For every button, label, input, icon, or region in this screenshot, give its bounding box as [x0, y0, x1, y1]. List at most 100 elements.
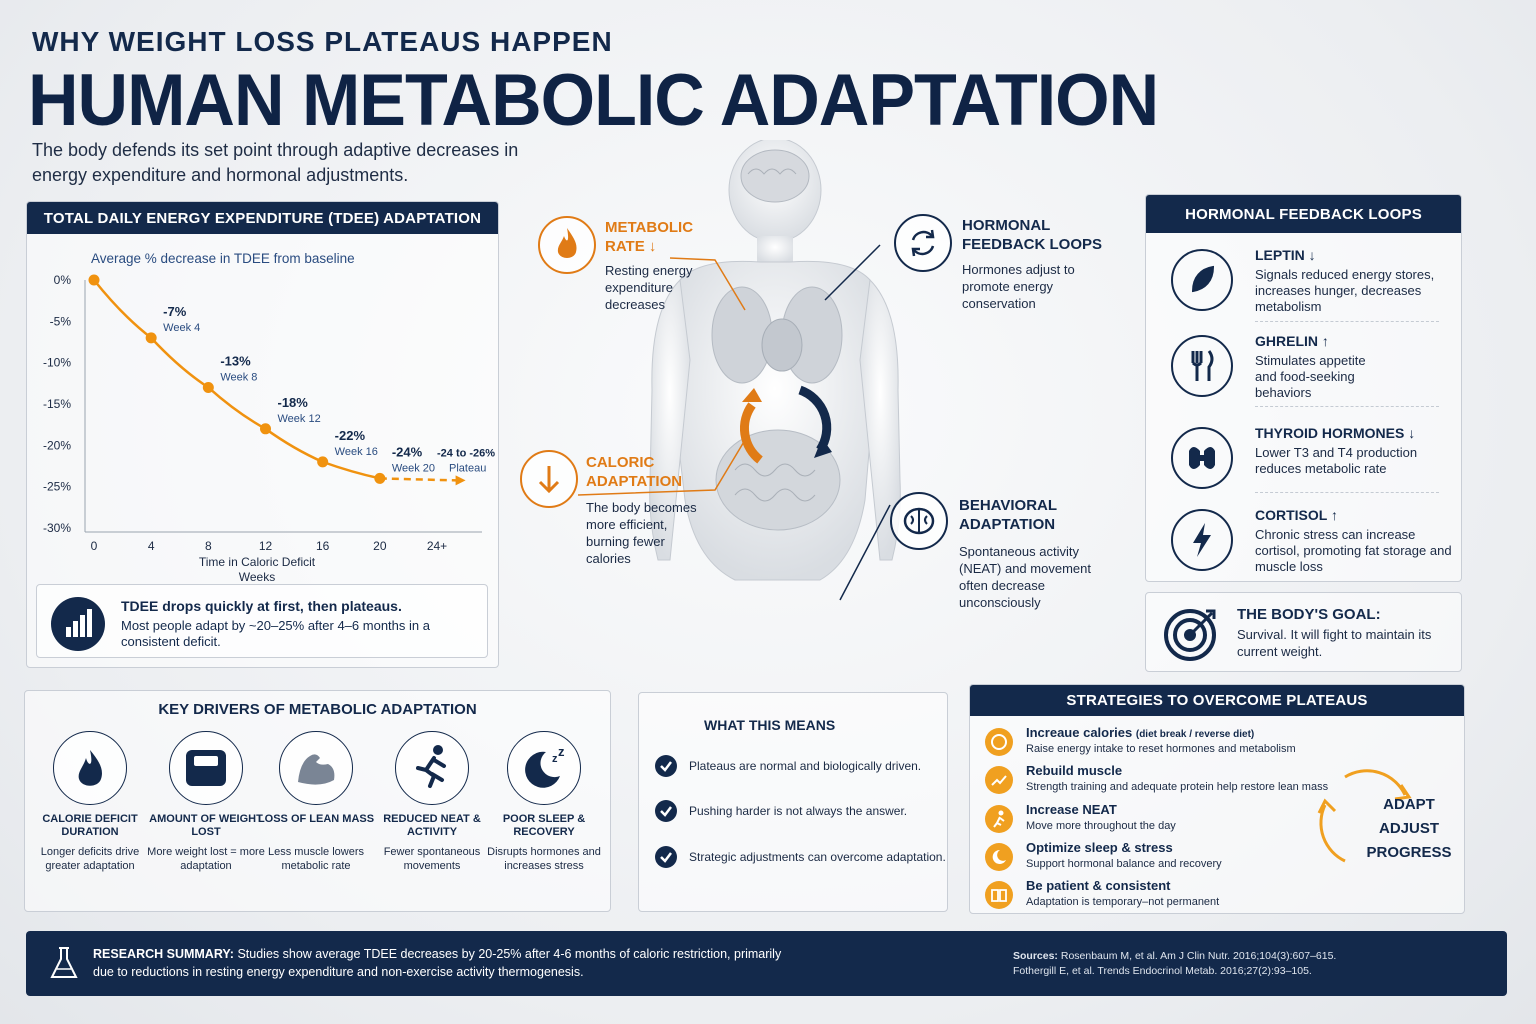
- hormone-leptin: LEPTIN ↓ Signals reduced energy stores, …: [1146, 239, 1461, 325]
- data-week-label: Week 16: [335, 446, 378, 458]
- scale-icon: [169, 731, 243, 805]
- data-week-label: Week 8: [220, 371, 257, 383]
- hormone-thyroid: THYROID HORMONES ↓ Lower T3 and T4 produ…: [1146, 417, 1461, 503]
- means-item: Pushing harder is not always the answer.: [655, 800, 907, 822]
- means-heading: WHAT THIS MEANS: [704, 717, 836, 733]
- research-summary: RESEARCH SUMMARY: Studies show average T…: [93, 947, 782, 979]
- x-tick-label: 16: [316, 539, 330, 553]
- walker-icon: [985, 805, 1013, 833]
- strategies-heading: STRATEGIES TO OVERCOME PLATEAUS: [970, 685, 1464, 716]
- hormonal-loops-title: HORMONAL FEEDBACK LOOPS: [962, 217, 1103, 253]
- x-axis-label: Time in Caloric Deficit: [199, 555, 316, 569]
- driver-desc: Less muscle lowers metabolic rate: [268, 846, 364, 872]
- leaf-icon: [1171, 249, 1233, 311]
- means-item: Plateaus are normal and biologically dri…: [655, 755, 921, 777]
- chart-title: Average % decrease in TDEE from baseline: [91, 251, 355, 266]
- strategy-item: Be patient & consistent Adaptation is te…: [985, 878, 1325, 916]
- hormone-name: CORTISOL ↑: [1255, 507, 1338, 523]
- strategy-name: Rebuild muscle: [1026, 763, 1123, 778]
- x-axis-label-units: Weeks: [239, 570, 275, 584]
- data-label: -22%: [335, 428, 366, 443]
- plateau-line: [379, 477, 458, 482]
- chart-up-icon: [985, 766, 1013, 794]
- plateau-label: -24 to -26%: [437, 447, 495, 459]
- hormonal-panel: HORMONAL FEEDBACK LOOPS LEPTIN ↓ Signals…: [1145, 194, 1462, 582]
- goal-title: THE BODY'S GOAL:: [1237, 606, 1381, 623]
- strategy-desc: Strength training and adequate protein h…: [1026, 781, 1329, 793]
- y-tick-label: -30%: [43, 521, 71, 535]
- driver-name: LOSS OF LEAN MASS: [257, 813, 375, 825]
- x-tick-label: 24+: [427, 539, 447, 553]
- strategy-desc: Raise energy intake to reset hormones an…: [1026, 743, 1296, 755]
- driver-desc: More weight lost = more adaptation: [147, 846, 265, 872]
- driver-desc: Disrupts hormones and increases stress: [487, 846, 601, 872]
- metabolic-rate-desc: Resting energy expenditure decreases: [605, 263, 693, 312]
- plateau-arrow-icon: [455, 475, 466, 486]
- refresh-cycle-icon: [894, 214, 952, 272]
- data-label: -13%: [220, 353, 251, 368]
- tdee-note-title: TDEE drops quickly at first, then platea…: [121, 598, 402, 614]
- data-label: -7%: [163, 304, 187, 319]
- behavioral-title: BEHAVIORAL ADAPTATION: [959, 497, 1058, 533]
- strategy-name: Optimize sleep & stress: [1026, 840, 1173, 855]
- flame-icon: [538, 216, 596, 274]
- strategy-item: Rebuild muscle Strength training and ade…: [985, 763, 1329, 801]
- driver-item: LOSS OF LEAN MASS Less muscle lowers met…: [257, 731, 375, 873]
- strategies-panel: STRATEGIES TO OVERCOME PLATEAUS Increaue…: [969, 684, 1465, 914]
- driver-item: CALORIE DEFICIT DURATION Longer deficits…: [31, 731, 149, 873]
- y-tick-label: -5%: [50, 314, 72, 328]
- y-tick-label: -10%: [43, 356, 71, 370]
- data-point: [88, 274, 100, 286]
- lightning-icon: [1171, 509, 1233, 571]
- data-point: [145, 332, 157, 344]
- driver-desc: Fewer spontaneous movements: [383, 846, 481, 872]
- strategy-name: Increaue calories (diet break / reverse …: [1026, 725, 1255, 740]
- check-icon: [655, 800, 677, 822]
- strategy-item: Optimize sleep & stress Support hormonal…: [985, 840, 1325, 878]
- data-point: [374, 472, 386, 484]
- hormone-name: LEPTIN ↓: [1255, 247, 1316, 263]
- flame-icon: [53, 731, 127, 805]
- key-drivers-panel: KEY DRIVERS OF METABOLIC ADAPTATION CALO…: [24, 690, 611, 912]
- sources: Sources: Rosenbaum M, et al. Am J Clin N…: [1013, 950, 1337, 977]
- check-icon: [655, 755, 677, 777]
- tdee-heading: TOTAL DAILY ENERGY EXPENDITURE (TDEE) AD…: [27, 202, 498, 234]
- driver-item: AMOUNT OF WEIGHT LOST More weight lost =…: [147, 731, 265, 873]
- behavioral-desc: Spontaneous activity (NEAT) and movement…: [959, 544, 1091, 610]
- hormone-name: GHRELIN ↑: [1255, 333, 1329, 349]
- caloric-adaptation-title: CALORIC ADAPTATION: [586, 454, 683, 490]
- hormonal-heading: HORMONAL FEEDBACK LOOPS: [1146, 195, 1461, 233]
- hormone-cortisol: CORTISOL ↑ Chronic stress can increase c…: [1146, 499, 1461, 585]
- fork-knife-icon: [1171, 335, 1233, 397]
- driver-name: POOR SLEEP & RECOVERY: [502, 813, 586, 838]
- page-subtitle: The body defends its set point through a…: [32, 140, 519, 185]
- flask-icon: [48, 945, 80, 986]
- plateau-sublabel: Plateau: [449, 462, 486, 474]
- book-icon: [985, 881, 1013, 909]
- data-label: -18%: [278, 395, 309, 410]
- tdee-panel: TOTAL DAILY ENERGY EXPENDITURE (TDEE) AD…: [26, 201, 499, 668]
- page-title: HUMAN METABOLIC ADAPTATION: [28, 59, 1159, 141]
- research-footer: RESEARCH SUMMARY: Studies show average T…: [26, 931, 1507, 996]
- hormone-name: THYROID HORMONES ↓: [1255, 425, 1416, 441]
- tdee-note-box: TDEE drops quickly at first, then platea…: [36, 584, 488, 658]
- svg-text:z: z: [552, 753, 558, 765]
- y-tick-label: -25%: [43, 480, 71, 494]
- svg-text:z: z: [558, 744, 565, 759]
- hormonal-loops-desc: Hormones adjust to promote energy conser…: [962, 262, 1075, 311]
- plate-icon: [985, 728, 1013, 756]
- driver-item: REDUCED NEAT & ACTIVITY Fewer spontaneou…: [373, 731, 491, 873]
- strategy-desc: Adaptation is temporary–not permanent: [1026, 896, 1220, 908]
- x-tick-label: 4: [148, 539, 155, 553]
- data-label: -24%: [392, 444, 423, 459]
- metabolic-rate-title: METABOLIC RATE ↓: [605, 219, 694, 255]
- bar-chart-icon: [51, 597, 105, 651]
- goal-desc: Survival. It will fight to maintain its …: [1237, 627, 1432, 659]
- thyroid-icon: [1171, 427, 1233, 489]
- x-tick-label: 8: [205, 539, 212, 553]
- body-goal-box: THE BODY'S GOAL: Survival. It will fight…: [1145, 592, 1462, 672]
- strategy-desc: Support hormonal balance and recovery: [1026, 858, 1222, 870]
- tdee-note-desc: Most people adapt by ~20–25% after 4–6 m…: [121, 618, 430, 649]
